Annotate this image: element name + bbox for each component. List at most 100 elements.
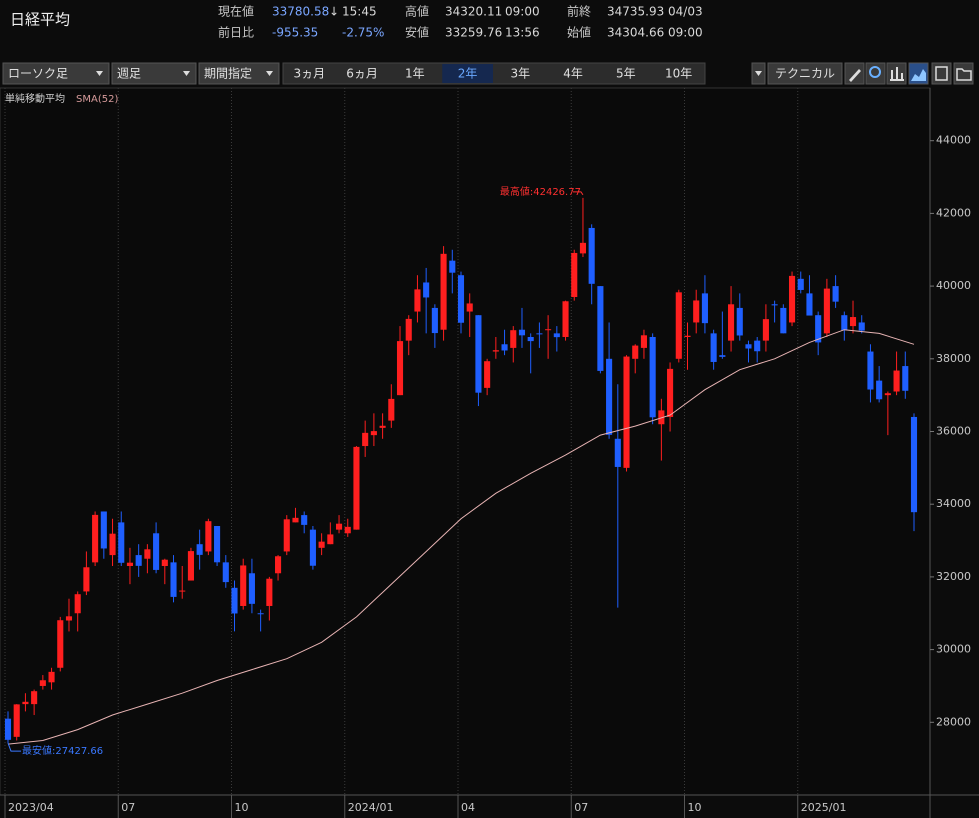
save-button[interactable] (931, 62, 952, 85)
technical-button[interactable] (767, 62, 843, 85)
save-icon (935, 66, 948, 81)
candle-body (388, 398, 395, 421)
quote-time: 15:45 (342, 5, 377, 19)
candle-body (396, 341, 404, 396)
period-button[interactable] (284, 64, 335, 83)
dropdown-text: ローソク足 (8, 67, 68, 81)
y-tick-label: 34000 (936, 497, 971, 510)
candle-body (335, 523, 343, 530)
period-text: 2年 (458, 67, 478, 81)
period-button[interactable] (495, 64, 546, 83)
y-tick-label: 32000 (936, 570, 971, 583)
candle-body (214, 526, 221, 563)
candle-body (710, 333, 717, 362)
candle-body (144, 549, 151, 559)
candle-body (597, 286, 604, 371)
candle-body (353, 446, 360, 530)
chart-style-dropdown[interactable] (2, 62, 110, 85)
candle-body (440, 253, 447, 330)
candle-body (466, 303, 473, 312)
candle-body (414, 289, 421, 312)
candle-body (701, 293, 708, 324)
candle-body (179, 590, 186, 592)
candle-body (283, 519, 290, 552)
candle-body (684, 335, 691, 337)
y-tick-label: 42000 (936, 206, 971, 219)
candle-body (571, 252, 578, 298)
dropdown-arrow (755, 71, 762, 76)
min-annotation: 最安値:27427.66 (22, 744, 103, 757)
candle-body (832, 286, 839, 302)
quote-label: 始値 (567, 25, 591, 40)
candle-body (545, 329, 552, 331)
candle-body (31, 691, 38, 705)
period-button[interactable] (600, 64, 652, 83)
quote-value: 33780.58 (272, 5, 329, 19)
candle-body (449, 260, 456, 273)
candle-body (823, 288, 830, 334)
candle-body (13, 704, 20, 737)
period-text: 10年 (665, 67, 692, 81)
candle-body (126, 562, 134, 566)
candle-body (423, 282, 430, 298)
candle-body (788, 275, 796, 323)
quote-value: -955.35 (272, 26, 318, 40)
period-text: 5年 (616, 67, 636, 81)
interval-dropdown[interactable] (111, 62, 197, 85)
max-annotation: 最高値:42426.77 (500, 185, 581, 198)
candle-body (92, 514, 99, 563)
indicator-group: 単純移動平均 (5, 92, 65, 105)
candle-body (362, 432, 369, 447)
period-bar (282, 62, 706, 85)
period-button[interactable] (389, 64, 441, 83)
quote-value: 34304.66 (607, 26, 664, 40)
period-button[interactable] (442, 64, 493, 83)
candle-body (301, 515, 308, 525)
candle-body (248, 573, 255, 604)
candle-body (153, 533, 160, 570)
candle-body (527, 336, 534, 342)
candle-body (518, 329, 526, 336)
period-text: 3ヵ月 (294, 67, 326, 81)
dropdown-arrow (183, 71, 190, 76)
period-button[interactable] (653, 64, 704, 83)
zoom-icon (869, 66, 881, 78)
x-tick-label: 2025/01 (801, 801, 847, 814)
candle-body (675, 292, 682, 359)
annotation-leader (572, 191, 584, 196)
y-tick-label: 36000 (936, 425, 971, 438)
quote-value: 33259.76 (445, 26, 502, 40)
range-dropdown[interactable] (198, 62, 280, 85)
candle-body (562, 301, 569, 337)
candle-body (83, 567, 90, 592)
pencil-icon (849, 69, 861, 82)
candle-body (632, 345, 639, 359)
candle-body (431, 307, 438, 334)
candle-body (849, 317, 857, 327)
candle-body (797, 278, 804, 290)
candle-body (588, 227, 595, 284)
candle-body (484, 361, 491, 388)
candle-body (736, 307, 743, 336)
candle-body (762, 319, 769, 341)
candle-body (39, 680, 46, 686)
candle-body (806, 293, 813, 316)
period-button[interactable] (547, 64, 599, 83)
area-icon (911, 69, 926, 81)
candle-body (658, 410, 665, 425)
candle-body (257, 613, 264, 615)
y-tick-label: 38000 (936, 352, 971, 365)
candle-body (65, 616, 73, 621)
candle-body (536, 333, 543, 335)
period-button[interactable] (336, 64, 388, 83)
quote-label: 高値 (405, 4, 429, 19)
candle-body (57, 620, 64, 668)
candle-body (876, 380, 883, 400)
quote-label: 前終 (567, 4, 591, 19)
candle-body (187, 551, 194, 581)
draw-tool-button[interactable] (844, 62, 865, 85)
candle-body (22, 701, 29, 705)
quote-time: 09:00 (505, 5, 540, 19)
candle-body (553, 333, 560, 338)
candle-body (614, 438, 621, 467)
